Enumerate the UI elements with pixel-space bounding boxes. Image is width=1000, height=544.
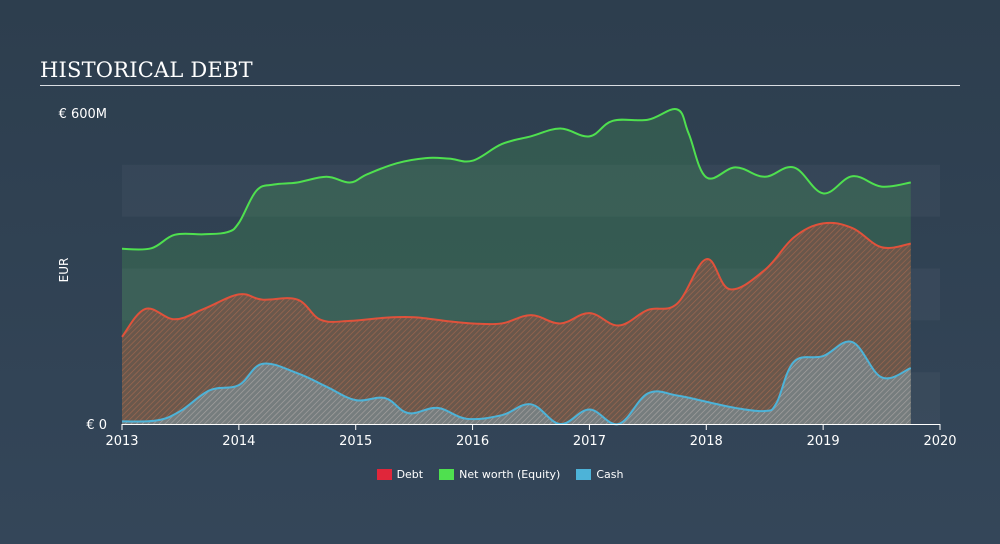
series-areas xyxy=(122,108,911,425)
axes: 2013 2014 2015 2016 2017 2018 2019 2020 € 0 € 600… xyxy=(59,107,957,449)
legend-item-cash[interactable]: Cash xyxy=(576,468,623,481)
y-axis-label: EUR xyxy=(57,258,71,283)
x-tick-label: 2018 xyxy=(690,434,723,449)
x-tick-label: 2016 xyxy=(456,434,489,449)
y-tick-label: € 0 xyxy=(86,418,107,433)
x-tick-label: 2020 xyxy=(923,434,956,449)
series-lines xyxy=(121,108,912,426)
net-worth-equity-line xyxy=(121,108,911,251)
x-tick-label: 2013 xyxy=(105,434,138,449)
legend-swatch-debt xyxy=(376,469,392,480)
legend-swatch-cash xyxy=(576,469,592,480)
x-tick-label: 2014 xyxy=(222,434,255,449)
legend-swatch-net-worth xyxy=(439,469,455,480)
x-tick-label: 2017 xyxy=(573,434,606,449)
x-tick-label: 2019 xyxy=(807,434,840,449)
legend-label-cash: Cash xyxy=(596,468,624,481)
y-tick-label: € 600M xyxy=(59,107,107,122)
legend-label-debt: Debt xyxy=(396,468,424,481)
legend-item-debt[interactable]: Debt xyxy=(376,468,424,481)
cash-line xyxy=(121,340,912,426)
chart-title: HISTORICAL DEBT xyxy=(40,58,253,82)
legend-item-net-worth[interactable]: Net worth (Equity) xyxy=(439,468,560,481)
x-tick-label: 2015 xyxy=(339,434,372,449)
title-divider xyxy=(40,85,960,86)
legend-label-net-worth: Net worth (Equity) xyxy=(459,468,561,481)
debt-area xyxy=(122,222,911,424)
legend: Debt Net worth (Equity) Cash xyxy=(0,468,1000,481)
debt-line xyxy=(121,221,911,338)
